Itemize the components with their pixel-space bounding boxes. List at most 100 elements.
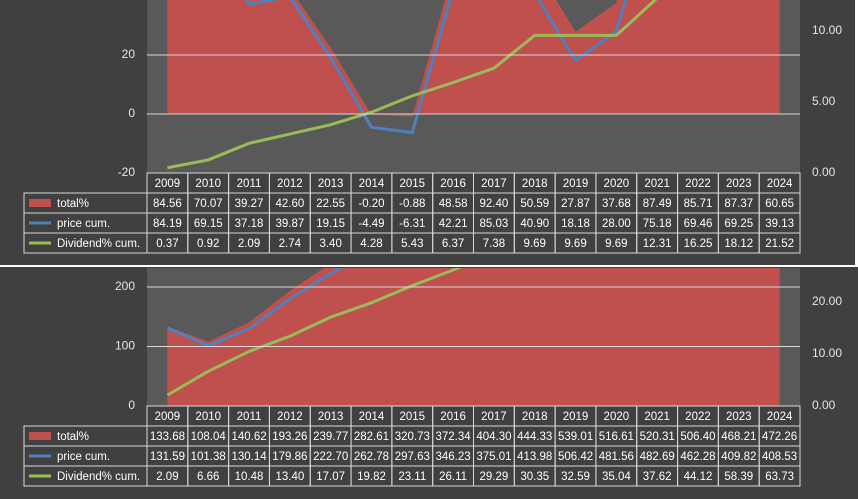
x-tick-label: 2011 xyxy=(237,411,262,423)
data-label: 87.37 xyxy=(724,198,753,210)
y-tick-label: 100 xyxy=(115,339,135,353)
data-label: 39.13 xyxy=(765,218,794,230)
data-label: 222.70 xyxy=(313,451,348,463)
data-label: 85.71 xyxy=(684,198,713,210)
data-label: -6.31 xyxy=(399,218,425,230)
y-tick-label: 0 xyxy=(128,106,135,120)
data-label: 5.43 xyxy=(401,238,423,250)
x-tick-label: 2022 xyxy=(685,411,711,423)
x-tick-label: 2024 xyxy=(767,411,793,423)
data-label: 297.63 xyxy=(395,451,430,463)
data-label: 9.69 xyxy=(564,238,586,250)
data-label: -0.20 xyxy=(358,198,384,210)
x-tick-label: 2016 xyxy=(440,178,466,190)
x-tick-label: 2023 xyxy=(726,411,752,423)
data-label: 39.27 xyxy=(235,198,264,210)
x-tick-label: 2016 xyxy=(440,411,466,423)
data-label: 85.03 xyxy=(480,218,509,230)
data-label: 37.68 xyxy=(602,198,631,210)
data-label: 408.53 xyxy=(762,451,797,463)
data-label: 6.66 xyxy=(197,471,219,483)
x-tick-label: 2024 xyxy=(767,178,793,190)
line xyxy=(166,268,463,397)
data-label: 409.82 xyxy=(721,451,756,463)
data-label: 462.28 xyxy=(680,451,715,463)
x-tick-label: 2019 xyxy=(563,178,589,190)
legend-label: total% xyxy=(57,431,89,443)
data-label: 193.26 xyxy=(272,431,307,443)
data-label: 29.29 xyxy=(480,471,509,483)
data-label: 516.61 xyxy=(599,431,634,443)
y2-tick-label: 0.00 xyxy=(812,398,836,412)
data-label: 42.60 xyxy=(275,198,304,210)
data-label: 92.40 xyxy=(480,198,509,210)
data-label: 69.15 xyxy=(194,218,223,230)
legend-label: price cum. xyxy=(57,451,110,463)
data-label: 140.62 xyxy=(231,431,266,443)
y-tick-label: 20 xyxy=(122,47,136,61)
data-label: 346.23 xyxy=(436,451,471,463)
data-label: 482.69 xyxy=(640,451,675,463)
data-label: 30.35 xyxy=(520,471,549,483)
x-tick-label: 2014 xyxy=(359,411,385,423)
y2-tick-label: 20.00 xyxy=(812,294,842,308)
data-label: 133.68 xyxy=(150,431,185,443)
data-label: 16.25 xyxy=(684,238,713,250)
data-label: 372.34 xyxy=(436,431,472,443)
x-tick-label: 2018 xyxy=(522,178,548,190)
data-label: 12.31 xyxy=(643,238,672,250)
data-label: 520.31 xyxy=(640,431,675,443)
y2-tick-label: 0.00 xyxy=(812,165,836,179)
data-label: 282.61 xyxy=(354,431,389,443)
data-label: 21.52 xyxy=(765,238,794,250)
data-label: 444.33 xyxy=(517,431,552,443)
plot-series xyxy=(167,0,780,170)
x-tick-label: 2015 xyxy=(399,178,425,190)
data-label: 75.18 xyxy=(643,218,672,230)
data-label: 42.21 xyxy=(439,218,468,230)
area xyxy=(167,268,780,406)
area xyxy=(167,0,780,117)
data-label: 70.07 xyxy=(194,198,223,210)
legend-swatch xyxy=(29,432,51,440)
data-label: 4.28 xyxy=(360,238,382,250)
table-cell xyxy=(758,232,801,254)
data-label: 130.14 xyxy=(231,451,267,463)
data-label: 27.87 xyxy=(561,198,590,210)
data-label: 262.78 xyxy=(354,451,389,463)
data-label: 17.07 xyxy=(316,471,345,483)
data-label: 539.01 xyxy=(558,431,593,443)
data-label: 101.38 xyxy=(191,451,226,463)
y2-tick-label: 5.00 xyxy=(812,94,836,108)
x-tick-label: 2019 xyxy=(563,411,589,423)
legend-label: Dividend% cum. xyxy=(57,471,140,483)
line xyxy=(245,0,628,135)
data-label: 506.40 xyxy=(680,431,715,443)
data-label: 32.59 xyxy=(561,471,590,483)
x-tick-label: 2009 xyxy=(155,178,181,190)
legend-swatch xyxy=(29,199,51,207)
data-label: 7.38 xyxy=(483,238,505,250)
x-tick-label: 2015 xyxy=(399,411,425,423)
data-label: 0.92 xyxy=(197,238,219,250)
data-label: 179.86 xyxy=(272,451,307,463)
y2-tick-label: 10.00 xyxy=(812,346,842,360)
data-label: 18.18 xyxy=(561,218,590,230)
data-label: 239.77 xyxy=(313,431,348,443)
data-label: 472.26 xyxy=(762,431,797,443)
data-label: 23.11 xyxy=(398,471,426,483)
data-label: 58.39 xyxy=(724,471,753,483)
data-label: 10.48 xyxy=(235,471,264,483)
data-label: 44.12 xyxy=(684,471,713,483)
data-label: 22.55 xyxy=(316,198,345,210)
data-label: 320.73 xyxy=(395,431,430,443)
data-label: 69.25 xyxy=(724,218,753,230)
data-label: 9.69 xyxy=(605,238,627,250)
legend-label: Dividend% cum. xyxy=(57,238,140,250)
legend-label: total% xyxy=(57,198,89,210)
data-label: 481.56 xyxy=(599,451,634,463)
data-label: -0.88 xyxy=(399,198,425,210)
data-label: 468.21 xyxy=(721,431,756,443)
x-tick-label: 2021 xyxy=(644,411,670,423)
